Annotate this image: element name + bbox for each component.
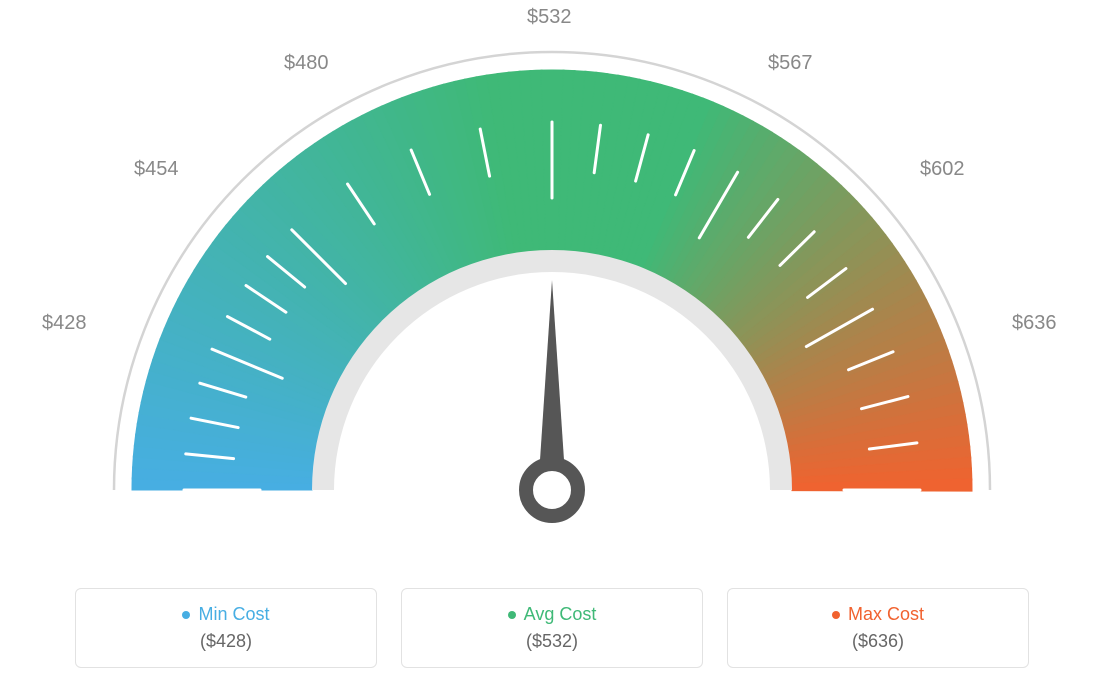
tick-label: $636 — [1012, 312, 1057, 335]
legend-row: Min Cost ($428) Avg Cost ($532) Max Cost… — [0, 588, 1104, 668]
legend-max-value: ($636) — [852, 631, 904, 652]
tick-label: $532 — [527, 6, 572, 29]
legend-max-dot — [832, 611, 840, 619]
legend-min-title: Min Cost — [182, 604, 269, 625]
tick-label: $602 — [920, 158, 965, 181]
legend-avg-value: ($532) — [526, 631, 578, 652]
legend-min-dot — [182, 611, 190, 619]
legend-avg-dot — [508, 611, 516, 619]
needle-hub — [526, 464, 578, 516]
legend-min-value: ($428) — [200, 631, 252, 652]
cost-gauge-chart: $428 $454 $480 $532 $567 $602 $636 Min Cost ($… — [0, 0, 1104, 690]
gauge-svg — [0, 0, 1104, 560]
legend-avg-title: Avg Cost — [508, 604, 597, 625]
legend-avg-label: Avg Cost — [524, 604, 597, 625]
tick-label: $454 — [134, 158, 179, 181]
tick-label: $480 — [284, 52, 329, 75]
legend-min: Min Cost ($428) — [75, 588, 377, 668]
legend-min-label: Min Cost — [198, 604, 269, 625]
legend-max: Max Cost ($636) — [727, 588, 1029, 668]
legend-max-title: Max Cost — [832, 604, 924, 625]
gauge-area: $428 $454 $480 $532 $567 $602 $636 — [0, 0, 1104, 560]
legend-avg: Avg Cost ($532) — [401, 588, 703, 668]
legend-max-label: Max Cost — [848, 604, 924, 625]
tick-label: $428 — [42, 312, 87, 335]
tick-label: $567 — [768, 52, 813, 75]
